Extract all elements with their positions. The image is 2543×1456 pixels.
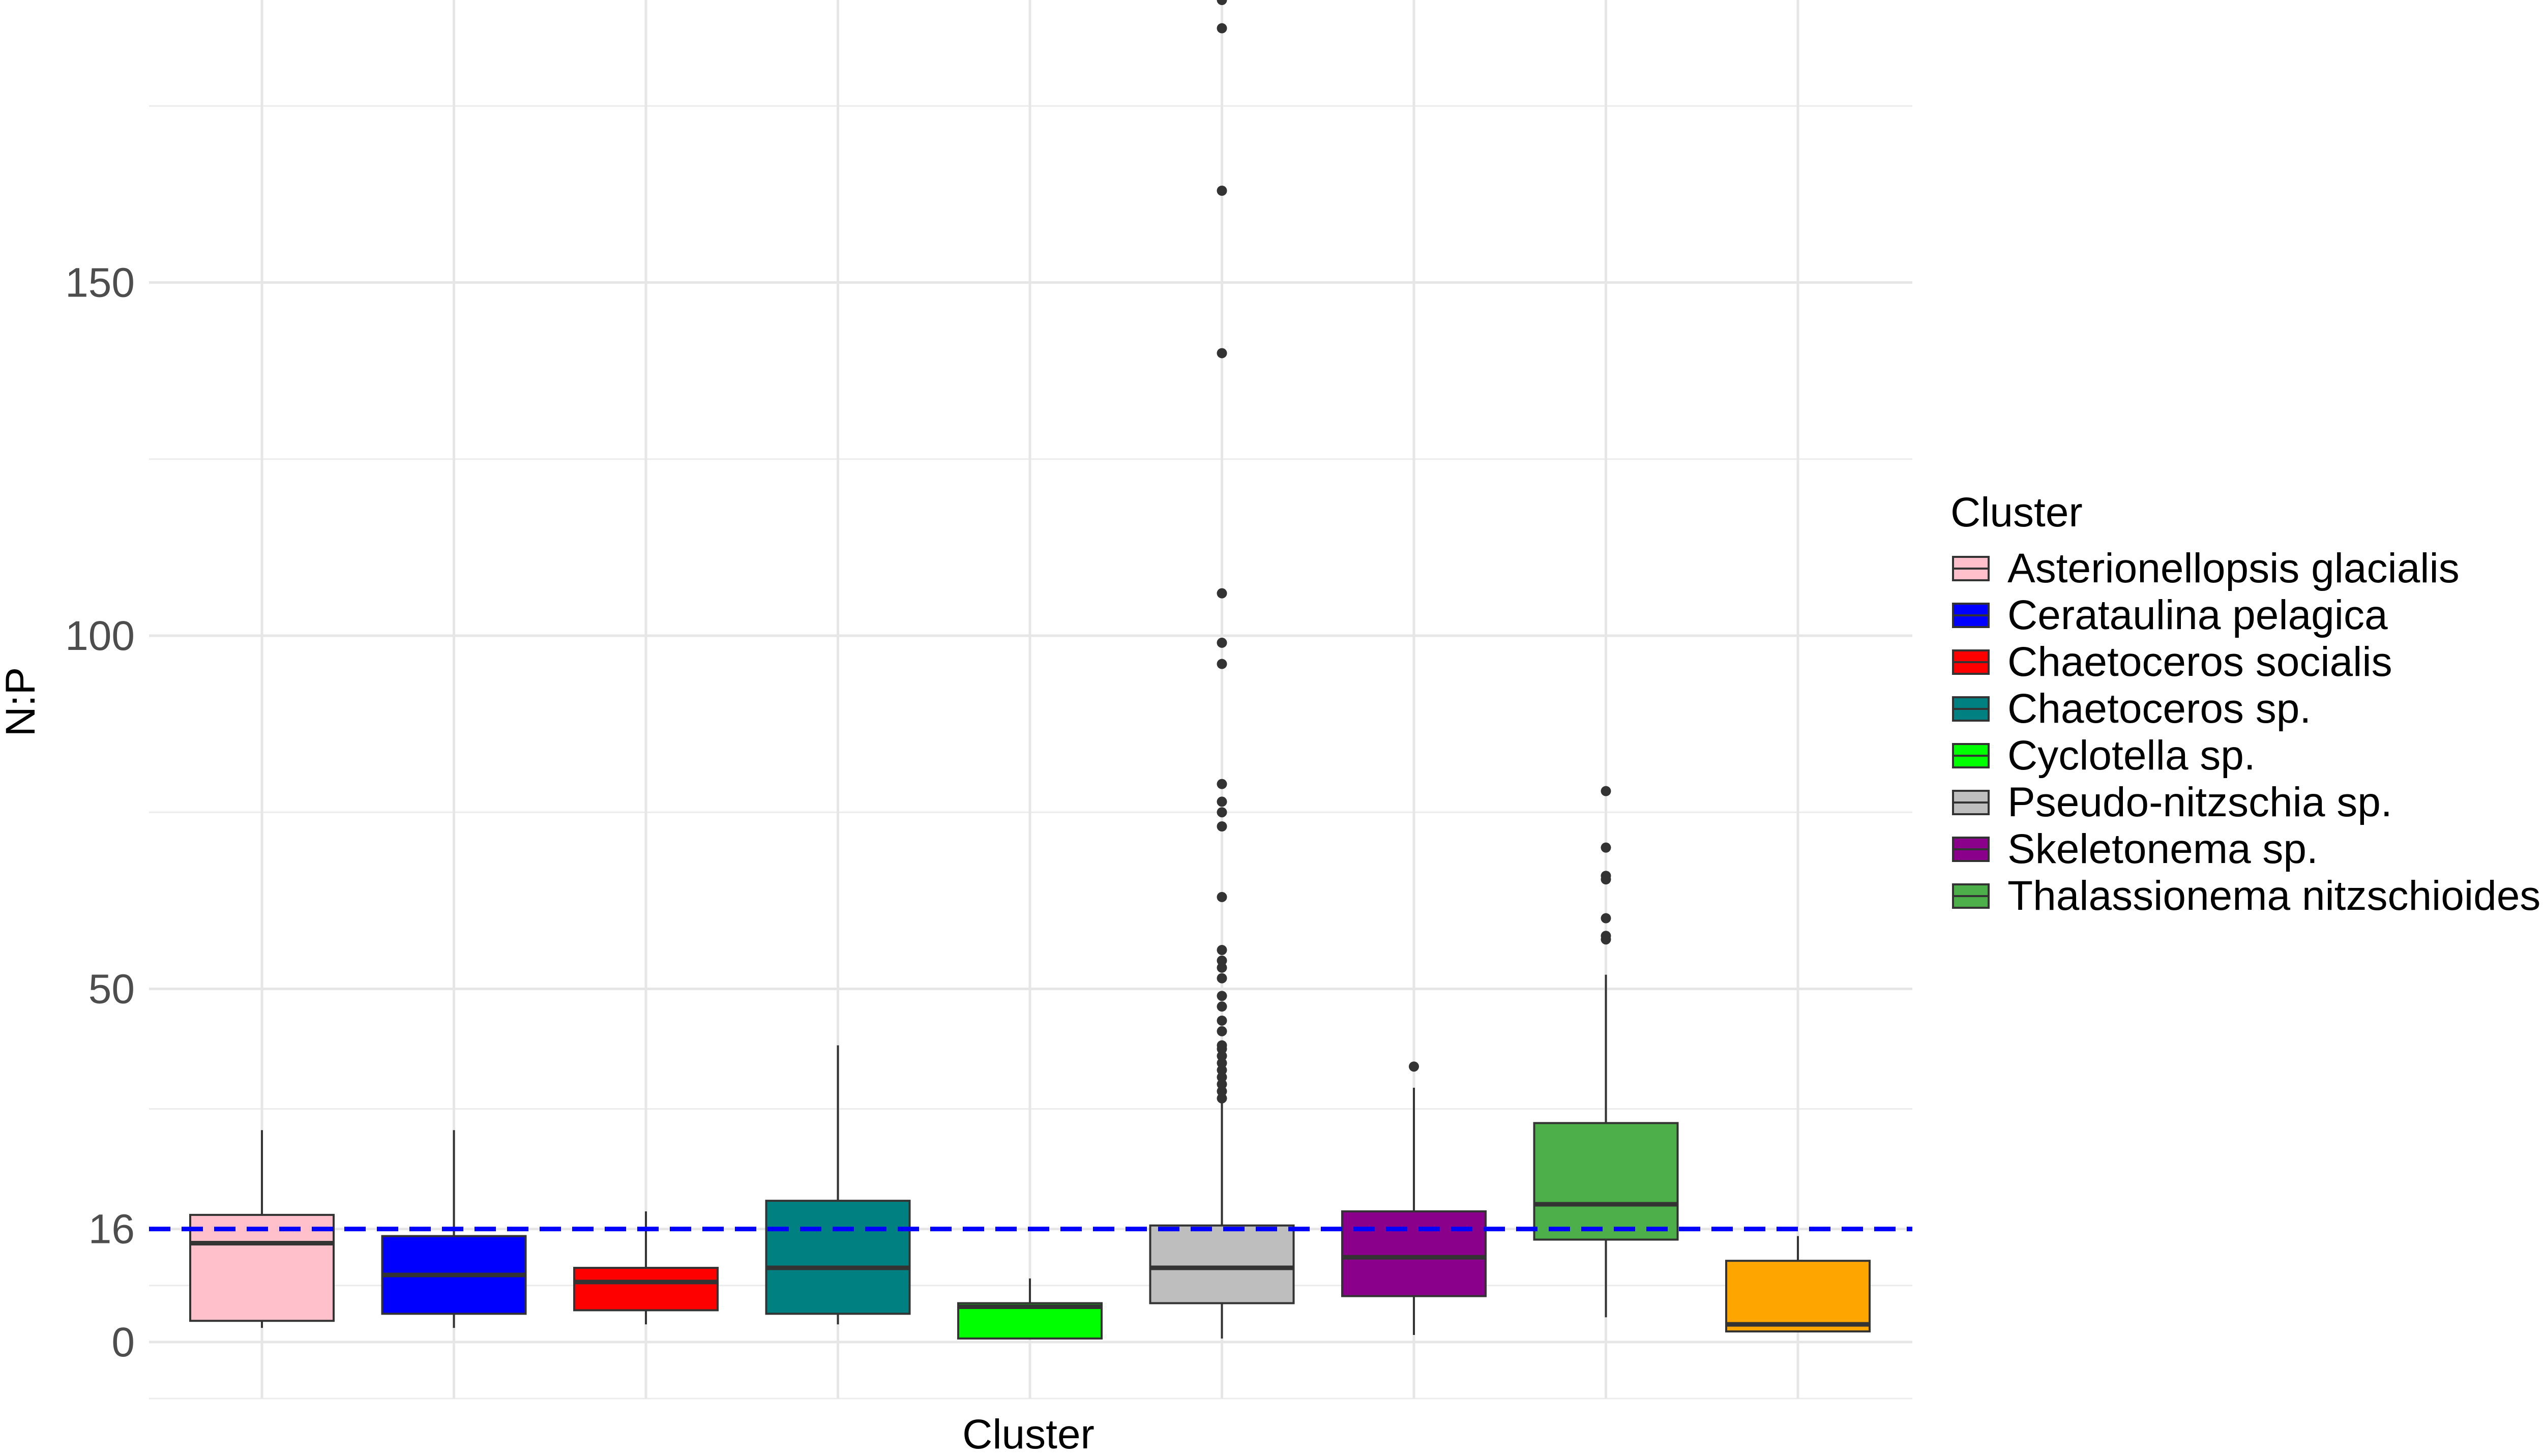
outlier-point bbox=[1217, 1065, 1227, 1076]
outlier-point bbox=[1217, 796, 1227, 807]
outlier-point bbox=[1217, 0, 1227, 5]
outlier-point bbox=[1217, 955, 1227, 966]
legend: Cluster Asterionellopsis glacialisCerata… bbox=[1950, 489, 2540, 919]
outlier-point bbox=[1601, 842, 1611, 853]
legend-label: Chaetoceros sp. bbox=[2007, 686, 2311, 732]
box-1 bbox=[189, 1130, 335, 1328]
box-4 bbox=[765, 1045, 911, 1325]
outlier-point bbox=[1217, 991, 1227, 1001]
legend-item: Thalassionema nitzschioides bbox=[1952, 873, 2540, 919]
box-body bbox=[957, 1302, 1103, 1340]
y-tick-label: 50 bbox=[88, 966, 135, 1012]
outlier-point bbox=[1217, 962, 1227, 973]
box-body bbox=[1341, 1210, 1487, 1297]
outlier-point bbox=[1217, 637, 1227, 648]
box-8 bbox=[1533, 786, 1679, 1318]
x-axis-label: Cluster bbox=[962, 1411, 1095, 1456]
box-7 bbox=[1341, 1061, 1487, 1335]
y-tick-label: 150 bbox=[65, 260, 135, 306]
outlier-point bbox=[1217, 807, 1227, 818]
box-body bbox=[765, 1200, 911, 1315]
legend-label: Skeletonema sp. bbox=[2007, 826, 2318, 872]
outlier-point bbox=[1217, 1051, 1227, 1061]
legend-label: Pseudo-nitzschia sp. bbox=[2007, 779, 2392, 825]
legend-label: Asterionellopsis glacialis bbox=[2007, 545, 2460, 591]
box-body bbox=[1149, 1224, 1295, 1304]
outlier-point bbox=[1217, 1058, 1227, 1068]
box-9 bbox=[1725, 1236, 1871, 1333]
legend-label: Cyclotella sp. bbox=[2007, 732, 2256, 779]
legend-item: Skeletonema sp. bbox=[1952, 826, 2318, 872]
outlier-point bbox=[1217, 945, 1227, 956]
legend-title: Cluster bbox=[1950, 489, 2083, 536]
y-tick-label: 0 bbox=[111, 1319, 135, 1365]
box-body bbox=[1533, 1122, 1679, 1241]
box-5 bbox=[957, 1278, 1103, 1340]
outlier-point bbox=[1601, 871, 1611, 881]
outlier-point bbox=[1601, 786, 1611, 796]
outlier-point bbox=[1217, 1040, 1227, 1051]
y-axis-tick-labels: 0 16 50 100 150 bbox=[65, 260, 135, 1365]
outlier-point bbox=[1409, 1061, 1419, 1072]
outlier-point bbox=[1217, 1093, 1227, 1104]
outlier-point bbox=[1217, 1086, 1227, 1096]
outlier-point bbox=[1217, 1079, 1227, 1089]
outlier-point bbox=[1217, 892, 1227, 902]
outlier-point bbox=[1217, 659, 1227, 669]
box-series bbox=[189, 0, 1871, 1340]
outlier-point bbox=[1217, 1026, 1227, 1036]
legend-item: Pseudo-nitzschia sp. bbox=[1952, 779, 2392, 825]
outlier-point bbox=[1217, 779, 1227, 789]
outlier-point bbox=[1217, 23, 1227, 34]
outlier-point bbox=[1601, 913, 1611, 924]
y-tick-label: 100 bbox=[65, 613, 135, 659]
legend-item: Cyclotella sp. bbox=[1952, 732, 2256, 779]
legend-item: Cerataulina pelagica bbox=[1952, 592, 2388, 638]
legend-item: Asterionellopsis glacialis bbox=[1952, 545, 2460, 591]
legend-item: Chaetoceros socialis bbox=[1952, 639, 2392, 685]
legend-label: Chaetoceros socialis bbox=[2007, 639, 2392, 685]
outlier-point bbox=[1217, 973, 1227, 984]
outlier-point bbox=[1217, 186, 1227, 196]
outlier-point bbox=[1217, 588, 1227, 599]
box-body bbox=[1725, 1260, 1871, 1333]
legend-label: Thalassionema nitzschioides bbox=[2007, 873, 2540, 919]
legend-item: Chaetoceros sp. bbox=[1952, 686, 2311, 732]
outlier-point bbox=[1217, 1072, 1227, 1083]
outlier-point bbox=[1217, 1015, 1227, 1026]
y-axis-label: N:P bbox=[0, 667, 44, 737]
box-2 bbox=[381, 1130, 527, 1328]
box-6 bbox=[1149, 0, 1295, 1339]
box-3 bbox=[573, 1211, 719, 1325]
legend-label: Cerataulina pelagica bbox=[2007, 592, 2388, 638]
outlier-point bbox=[1217, 1001, 1227, 1012]
outlier-point bbox=[1217, 821, 1227, 831]
y-tick-label: 16 bbox=[88, 1206, 135, 1253]
box-body bbox=[573, 1267, 719, 1312]
outlier-point bbox=[1217, 348, 1227, 359]
box-body bbox=[189, 1213, 335, 1322]
outlier-point bbox=[1601, 931, 1611, 941]
